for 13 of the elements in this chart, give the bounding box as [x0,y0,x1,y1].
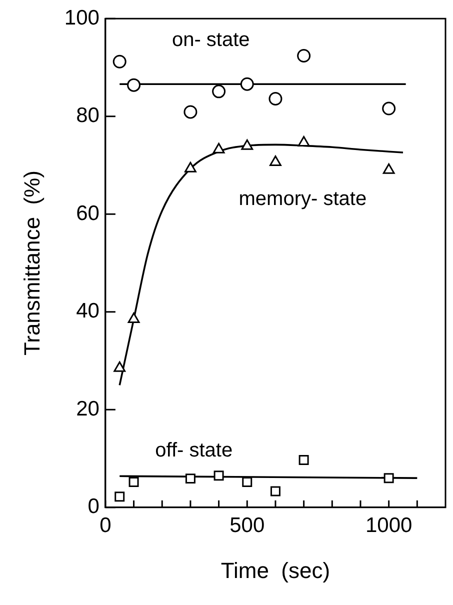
annotation: memory- state [238,188,367,210]
annotation: on- state [172,29,250,52]
x-axis-title: Time (sec) [220,558,330,583]
y-tick-label: 80 [76,104,100,128]
annotation: off- state [155,440,233,462]
x-tick-label: 1000 [365,514,412,537]
y-tick-label: 60 [76,202,100,225]
y-tick-label: 100 [64,6,100,30]
y-tick-label: 20 [76,397,100,420]
y-tick-label: 40 [76,300,100,323]
x-tick-label: 500 [230,514,265,537]
y-tick-label: 0 [88,495,100,518]
y-axis-title: Transmittance (%) [19,170,44,356]
